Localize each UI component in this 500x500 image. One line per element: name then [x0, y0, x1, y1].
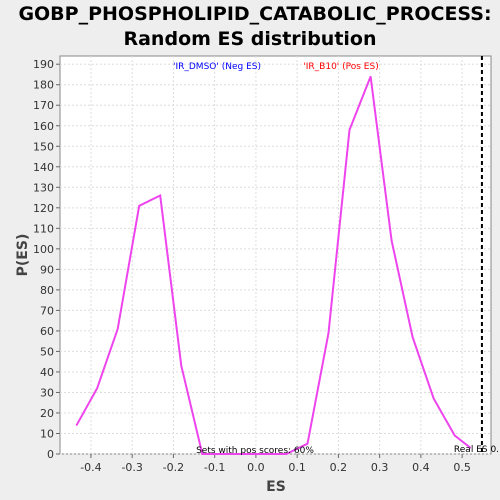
data-point: [264, 453, 266, 455]
y-tick-label: 120: [33, 202, 54, 215]
x-axis-title: ES: [266, 479, 286, 495]
data-point: [433, 398, 435, 400]
y-tick-label: 10: [40, 427, 54, 440]
x-tick-label: -0.3: [121, 461, 142, 474]
data-point: [412, 336, 414, 338]
neg-es-label: 'IR_DMSO' (Neg ES): [173, 62, 261, 72]
data-point: [201, 453, 203, 455]
y-tick-label: 150: [33, 140, 54, 153]
data-point: [369, 75, 372, 78]
y-tick-label: 30: [40, 386, 54, 399]
y-tick-label: 40: [40, 366, 54, 379]
x-tick-label: 0.2: [330, 461, 348, 474]
x-tick-label: -0.2: [163, 461, 184, 474]
y-tick-label: 170: [33, 99, 54, 112]
x-axis: -0.4 -0.3 -0.2 -0.1 0.0 0.1 0.2 0.3 0.4 0.5: [80, 454, 471, 474]
y-axis-title: P(ES): [15, 234, 31, 277]
data-point: [285, 453, 288, 455]
chart-title-line2: Random ES distribution: [123, 28, 376, 50]
data-point: [391, 240, 393, 242]
data-point: [306, 443, 309, 445]
y-tick-label: 190: [33, 58, 54, 71]
x-tick-label: 0.3: [371, 461, 389, 474]
x-tick-label: 0.0: [247, 461, 265, 474]
data-point: [222, 453, 224, 455]
y-tick-label: 100: [33, 243, 54, 256]
data-point: [180, 365, 182, 367]
data-point: [117, 328, 119, 330]
data-point: [348, 129, 351, 131]
y-tick-label: 130: [33, 181, 54, 194]
y-tick-label: 0: [47, 448, 54, 461]
pos-es-label: 'IR_B10' (Pos ES): [303, 62, 378, 72]
y-tick-label: 60: [40, 325, 54, 338]
data-point: [138, 205, 140, 207]
x-tick-label: -0.4: [80, 461, 101, 474]
real-es-label: Real ES 0.: [454, 445, 499, 455]
data-point: [96, 387, 98, 389]
data-point: [159, 194, 161, 197]
x-tick-label: -0.1: [204, 461, 225, 474]
data-point: [327, 332, 330, 334]
y-tick-label: 140: [33, 161, 54, 174]
y-axis: 0 10 20 30 40 50 60 70 80 90 100 110 120 130 140 150 160…: [33, 58, 60, 461]
y-tick-label: 180: [33, 79, 54, 92]
plot-area: [59, 55, 492, 455]
y-tick-label: 50: [40, 345, 54, 358]
y-tick-label: 70: [40, 304, 54, 317]
x-tick-label: 0.1: [288, 461, 306, 474]
y-tick-label: 80: [40, 284, 54, 297]
series-line: [75, 76, 472, 455]
x-tick-label: 0.5: [453, 461, 471, 474]
series-layer: [75, 75, 472, 455]
x-tick-label: 0.4: [412, 461, 430, 474]
y-tick-label: 90: [40, 263, 54, 276]
chart-title-line1: GOBP_PHOSPHOLIPID_CATABOLIC_PROCESS:: [18, 3, 491, 25]
y-tick-label: 160: [33, 120, 54, 133]
y-tick-label: 20: [40, 407, 54, 420]
data-point: [469, 447, 471, 449]
data-point: [454, 434, 456, 437]
data-point: [75, 424, 78, 426]
sets-pos-label: Sets with pos scores: 60%: [196, 446, 314, 456]
y-tick-label: 110: [33, 222, 54, 235]
data-point: [243, 453, 245, 455]
